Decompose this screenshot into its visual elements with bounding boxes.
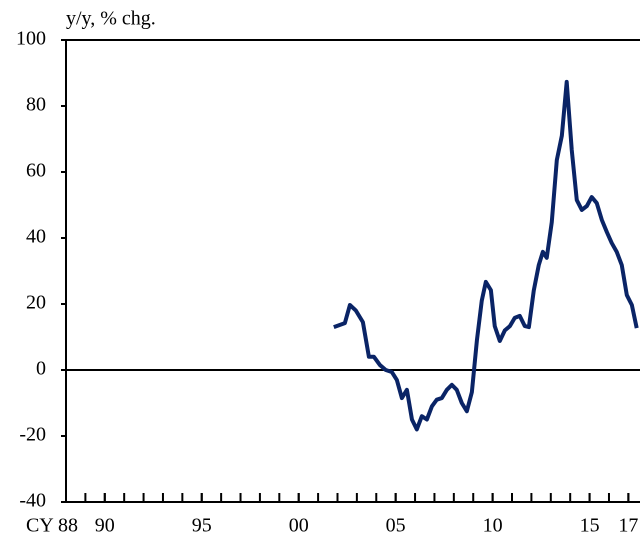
y-tick-label: 100	[16, 28, 46, 50]
x-tick-label: CY 88	[26, 515, 78, 537]
x-tick-label: 95	[192, 515, 212, 537]
y-axis-label: y/y, % chg.	[66, 8, 156, 30]
y-tick-label: -20	[19, 424, 46, 446]
y-tick-label: 40	[26, 226, 46, 248]
y-tick-label: 60	[26, 160, 46, 182]
y-tick-label: 20	[26, 292, 46, 314]
y-tick-label: -40	[19, 490, 46, 512]
x-tick-label: 10	[483, 515, 503, 537]
x-tick-label: 15	[580, 515, 600, 537]
x-tick-label: 00	[289, 515, 309, 537]
x-tick-label: 90	[95, 515, 115, 537]
y-tick-label: 80	[26, 94, 46, 116]
x-tick-label: 05	[386, 515, 406, 537]
data-line	[333, 79, 639, 432]
y-tick-label: 0	[36, 358, 46, 380]
x-tick-label: 17	[618, 515, 638, 537]
